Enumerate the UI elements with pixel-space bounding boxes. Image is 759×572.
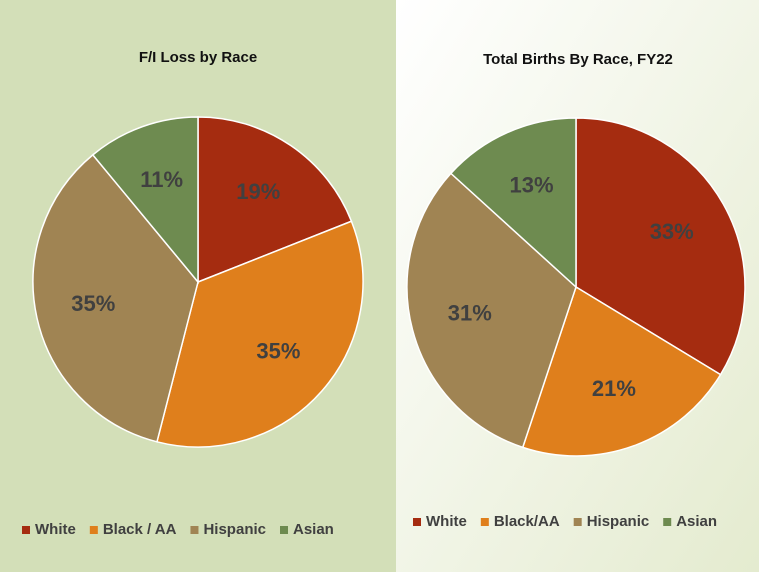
- data-label: 21%: [592, 376, 636, 401]
- legend-label: Asian: [676, 513, 717, 530]
- pie-slice: [575, 117, 746, 376]
- legend-swatch: [480, 518, 489, 526]
- legend-label: White: [426, 513, 467, 530]
- legend-label: Hispanic: [587, 513, 650, 530]
- data-label: 35%: [71, 291, 115, 316]
- pie-slice: [32, 153, 199, 443]
- legend-label: Hispanic: [203, 521, 266, 538]
- legend-label: White: [35, 521, 76, 538]
- pie-slice: [91, 116, 199, 285]
- data-label: 19%: [236, 179, 280, 204]
- chart-title: F/I Loss by Race: [139, 49, 257, 66]
- legend-swatch: [573, 518, 582, 526]
- data-label: 31%: [448, 301, 492, 326]
- legend-swatch: [190, 526, 199, 534]
- pie-slice: [406, 172, 577, 449]
- data-label: 35%: [256, 339, 300, 364]
- pie-slice: [197, 116, 353, 284]
- legend-swatch: [89, 526, 98, 534]
- data-label: 13%: [510, 172, 554, 197]
- pie-slice: [521, 285, 722, 457]
- legend-label: Asian: [293, 521, 334, 538]
- legend-swatch: [663, 518, 672, 526]
- legend-swatch: [22, 526, 30, 534]
- pie-slice: [156, 220, 364, 448]
- legend-label: Black/AA: [494, 513, 560, 530]
- data-label: 33%: [650, 219, 694, 244]
- legend-swatch: [280, 526, 288, 534]
- pie-slice: [449, 117, 577, 289]
- chart-title: Total Births By Race, FY22: [483, 51, 673, 68]
- data-label: 11%: [140, 167, 183, 192]
- legend-label: Black / AA: [103, 521, 177, 538]
- legend-swatch: [413, 518, 421, 526]
